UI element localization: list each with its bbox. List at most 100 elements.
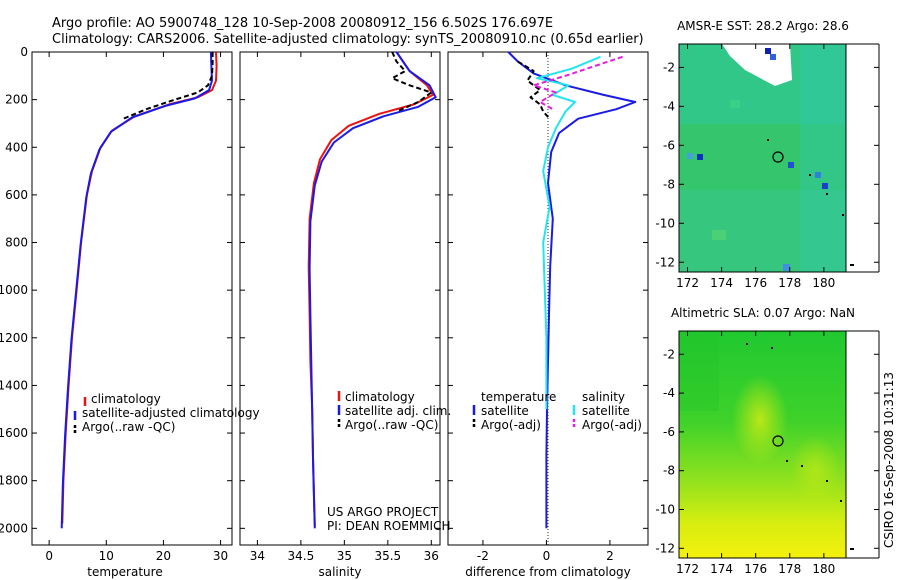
map-y-tick-label-4-3: -8 (663, 464, 675, 478)
y-tick-label-0-10: 2000 (0, 521, 28, 535)
y-tick-label-0-9: 1800 (0, 474, 28, 488)
series-line-0-0 (61, 51, 218, 524)
sla-map-panel: Altimetric SLA: 0.07 Argo: NaN 172 174 176… (655, 306, 880, 576)
map-y-tick-label-3-2: -6 (663, 138, 675, 152)
salinity-panel: 34 34.5 35 35.5 36 salinity climatology sate… (239, 51, 451, 579)
figure-title-line1: Argo profile: AO 5900748_128 10-Sep-2008… (52, 16, 553, 31)
salinity-ticks: 34 34.5 35 35.5 36 (240, 51, 440, 563)
temperature-legend: climatology satellite-adjusted climatolo… (73, 392, 260, 434)
sla-map-image (679, 331, 846, 558)
sst-map-title: AMSR-E SST: 28.2 Argo: 28.6 (677, 19, 849, 33)
legend-salinity-satellite: satellite (582, 404, 630, 418)
x-tick-label-1-1: 34.5 (288, 549, 315, 563)
sst-argo-location-marker (772, 151, 784, 163)
temperature-legend-argo: Argo(..raw -QC) (82, 420, 175, 434)
legend-salinity-argo: Argo(-adj) (582, 418, 642, 432)
map-y-tick-label-3-5: -12 (655, 255, 675, 269)
sst-map-ticks: 172 174 176 178 180 -2 -4 -6 -8 -10 -12 (655, 43, 880, 290)
salinity-frame (239, 51, 441, 546)
map-y-tick-label-4-0: -2 (663, 347, 675, 361)
sla-argo-location-marker (772, 435, 784, 447)
legend-temperature-satellite: satellite (481, 404, 529, 418)
series-line-0-1 (60, 51, 213, 529)
x-tick-label-4-4: 180 (812, 562, 835, 576)
difference-lines (507, 51, 637, 529)
sla-coastline-dots (746, 343, 854, 550)
sla-map-frame (678, 330, 847, 559)
sst-map-panel: AMSR-E SST: 28.2 Argo: 28.6 172 1 (655, 19, 880, 290)
legend-temperature-argo: Argo(-adj) (481, 418, 541, 432)
difference-xlabel: difference from climatology (465, 565, 631, 579)
x-tick-label-2-2: 2 (606, 549, 614, 563)
y-tick-label-0-4: 800 (5, 236, 28, 250)
difference-panel: -2 0 2 difference from climatology tempera… (447, 51, 649, 579)
salinity-legend: climatology satellite adj. clim. Argo(..… (337, 390, 451, 432)
x-tick-label-4-0: 172 (676, 562, 699, 576)
y-tick-label-0-3: 600 (5, 188, 28, 202)
x-tick-label-3-3: 178 (778, 276, 801, 290)
annotation-project: US ARGO PROJECT (327, 505, 439, 519)
y-tick-label-0-2: 400 (5, 140, 28, 154)
x-tick-label-3-1: 174 (710, 276, 733, 290)
map-y-tick-label-3-0: -2 (663, 60, 675, 74)
map-y-tick-label-4-1: -4 (663, 386, 675, 400)
x-tick-label-1-2: 35 (337, 549, 352, 563)
x-tick-label-0-0: 0 (45, 549, 53, 563)
y-tick-label-0-8: 1600 (0, 426, 28, 440)
legend-salinity-heading: salinity (582, 390, 625, 404)
map-y-tick-label-4-2: -6 (663, 425, 675, 439)
series-line-2-3 (532, 55, 623, 111)
x-tick-label-0-3: 30 (213, 549, 228, 563)
x-tick-label-3-0: 172 (676, 276, 699, 290)
x-tick-label-4-2: 176 (744, 562, 767, 576)
x-tick-label-2-0: -2 (477, 549, 489, 563)
temperature-ticks: 0 10 20 30 0 200 400 600 800 1000 1200 1400 1600 1800… (0, 45, 232, 563)
x-tick-label-0-1: 10 (99, 549, 114, 563)
figure-title-line2: Climatology: CARS2006. Satellite-adjuste… (52, 32, 644, 47)
temperature-panel: 0 10 20 30 0 200 400 600 800 1000 1200 1400 1600 1800… (0, 45, 260, 579)
map-y-tick-label-3-3: -8 (663, 177, 675, 191)
x-tick-label-1-0: 34 (250, 549, 265, 563)
salinity-lines (307, 51, 437, 529)
x-tick-label-0-2: 20 (156, 549, 171, 563)
salinity-legend-argo: Argo(..raw -QC) (345, 418, 438, 432)
series-line-1-2 (391, 51, 433, 113)
difference-legend: temperature satellite Argo(-adj) salinit… (472, 390, 642, 432)
y-tick-label-0-7: 1400 (0, 378, 28, 392)
map-y-tick-label-4-4: -10 (655, 502, 675, 516)
y-tick-label-0-5: 1000 (0, 283, 28, 297)
x-tick-label-1-3: 35.5 (374, 549, 401, 563)
x-tick-label-3-4: 180 (812, 276, 835, 290)
series-line-2-0 (507, 51, 637, 529)
temperature-legend-satellite: satellite-adjusted climatology (82, 406, 260, 420)
side-timestamp-label: CSIRO 16-Sep-2008 10:31:13 (882, 372, 896, 548)
series-line-2-2 (535, 55, 601, 410)
difference-ticks: -2 0 2 (448, 51, 648, 563)
series-line-2-1 (517, 60, 551, 120)
annotation-pi: PI: DEAN ROEMMICH (327, 519, 450, 533)
sst-map-image (679, 44, 846, 272)
series-line-0-2 (123, 52, 214, 120)
y-tick-label-0-6: 1200 (0, 331, 28, 345)
x-tick-label-3-2: 176 (744, 276, 767, 290)
y-tick-label-0-0: 0 (20, 45, 28, 59)
x-tick-label-4-1: 174 (710, 562, 733, 576)
series-line-1-1 (308, 51, 437, 529)
temperature-legend-climatology: climatology (91, 392, 161, 406)
y-tick-label-0-1: 200 (5, 93, 28, 107)
temperature-lines (60, 51, 218, 529)
sst-coastline-dots (767, 139, 854, 266)
x-tick-label-1-4: 36 (424, 549, 439, 563)
map-y-tick-label-4-5: -12 (655, 541, 675, 555)
sla-map-ticks: 172 174 176 178 180 -2 -4 -6 -8 -10 -12 (655, 330, 880, 576)
x-tick-label-2-1: 0 (543, 549, 551, 563)
temperature-frame (31, 51, 233, 546)
map-y-tick-label-3-1: -4 (663, 99, 675, 113)
temperature-xlabel: temperature (87, 565, 162, 579)
x-tick-label-4-3: 178 (778, 562, 801, 576)
legend-temperature-heading: temperature (481, 390, 556, 404)
series-line-1-0 (307, 51, 434, 526)
sst-map-frame (678, 43, 847, 273)
salinity-xlabel: salinity (318, 565, 361, 579)
